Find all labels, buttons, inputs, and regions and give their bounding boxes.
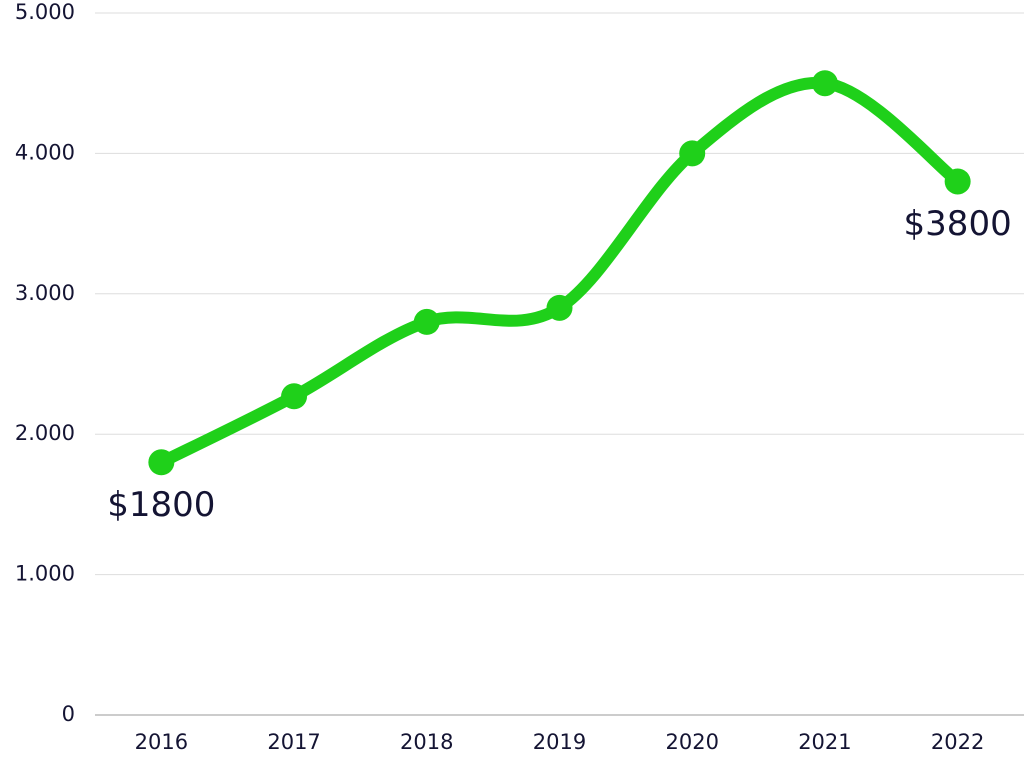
value-label: $1800: [107, 485, 215, 525]
y-tick-label: 2.000: [15, 421, 75, 445]
line: [155, 76, 964, 469]
y-tick-label: 0: [62, 702, 75, 726]
point: [546, 294, 573, 321]
y-tick-label: 5.000: [15, 0, 75, 24]
y-tick-label: 4.000: [15, 140, 75, 164]
point: [811, 70, 838, 97]
x-tick-label: 2019: [533, 730, 586, 754]
x-tick-label: 2017: [267, 730, 320, 754]
point: [679, 140, 706, 167]
y-tick-label: 1.000: [15, 562, 75, 586]
x-tick-label: 2018: [400, 730, 453, 754]
x-tick-label: 2016: [135, 730, 188, 754]
x-tick-label: 2022: [931, 730, 984, 754]
point: [944, 168, 971, 195]
x-tick-label: 2020: [665, 730, 718, 754]
point: [413, 308, 440, 335]
y-tick-label: 3.000: [15, 281, 75, 305]
x-tick-label: 2021: [798, 730, 851, 754]
point: [148, 449, 175, 476]
value-label: $3800: [904, 204, 1012, 244]
point: [281, 383, 308, 410]
